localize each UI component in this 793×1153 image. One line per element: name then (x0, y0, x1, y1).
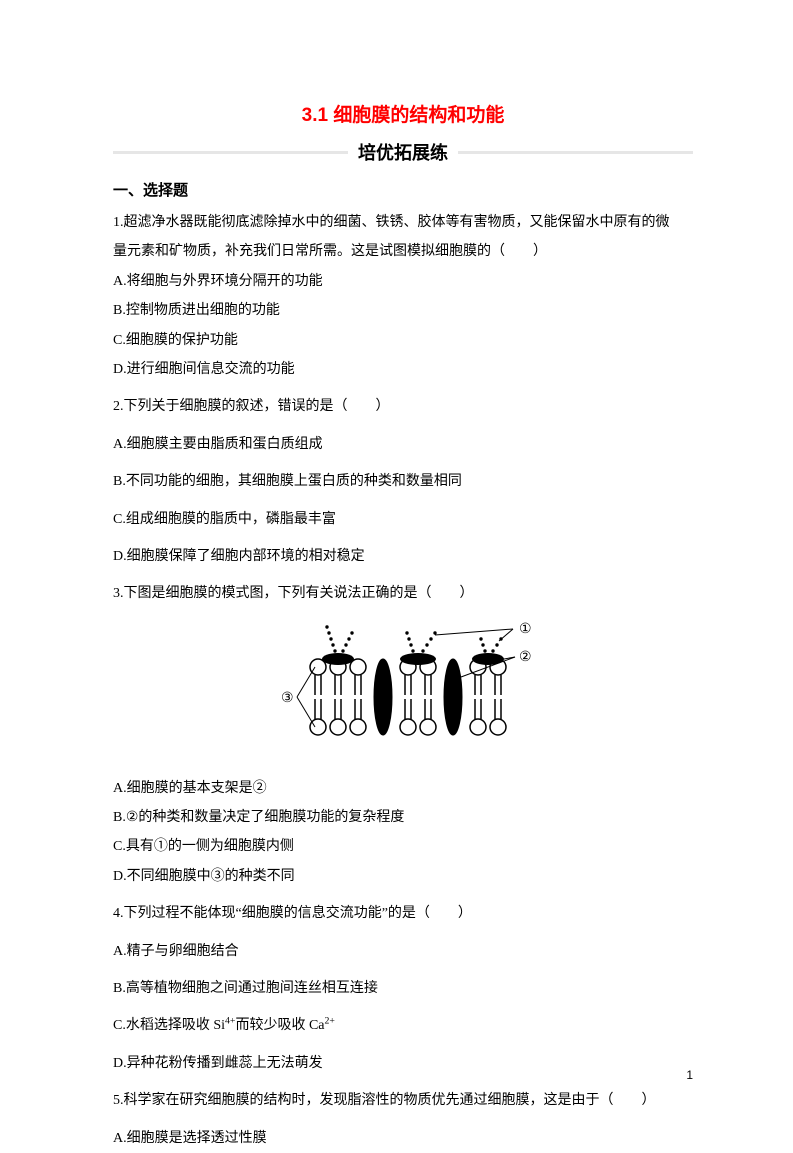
q2-option-a: A.细胞膜主要由脂质和蛋白质组成 (113, 430, 693, 459)
q3-option-a: A.细胞膜的基本支架是② (113, 774, 693, 803)
q3-stem: 3.下图是细胞膜的模式图，下列有关说法正确的是（ ） (113, 579, 693, 608)
q1-option-c: C.细胞膜的保护功能 (113, 326, 693, 355)
q2-option-c: C.组成细胞膜的脂质中，磷脂最丰富 (113, 505, 693, 534)
q4-option-a: A.精子与卵细胞结合 (113, 937, 693, 966)
title-text: 3.1 细胞膜的结构和功能 (302, 105, 505, 126)
q1-option-b: B.控制物质进出细胞的功能 (113, 296, 693, 325)
q4-option-b: B.高等植物细胞之间通过胞间连丝相互连接 (113, 974, 693, 1003)
q2-option-b: B.不同功能的细胞，其细胞膜上蛋白质的种类和数量相同 (113, 467, 693, 496)
q4c-sup1: 4+ (225, 1016, 235, 1027)
q2-option-d: D.细胞膜保障了细胞内部环境的相对稳定 (113, 542, 693, 571)
membrane-diagram: ① ② ③ (263, 617, 543, 761)
q4-stem: 4.下列过程不能体现“细胞膜的信息交流功能”的是（ ） (113, 899, 693, 928)
q3-option-d: D.不同细胞膜中③的种类不同 (113, 862, 693, 891)
q2-stem: 2.下列关于细胞膜的叙述，错误的是（ ） (113, 392, 693, 421)
q4c-sup2: 2+ (325, 1016, 335, 1027)
q5-stem: 5.科学家在研究细胞膜的结构时，发现脂溶性的物质优先通过细胞膜，这是由于（ ） (113, 1086, 693, 1115)
subtitle-row: 培优拓展练 (113, 139, 693, 165)
q4c-mid: 而较少吸收 Ca (235, 1018, 324, 1033)
q4c-pre: C.水稻选择吸收 Si (113, 1018, 225, 1033)
q1-stem-line1: 1.超滤净水器既能彻底滤除掉水中的细菌、铁锈、胶体等有害物质，又能保留水中原有的… (113, 208, 693, 237)
diagram-label-1: ① (519, 622, 532, 637)
q3-figure: ① ② ③ (113, 617, 693, 766)
q1-option-a: A.将细胞与外界环境分隔开的功能 (113, 267, 693, 296)
hr-right (458, 151, 693, 154)
section-heading: 一、选择题 (113, 179, 693, 200)
q3-option-b: B.②的种类和数量决定了细胞膜功能的复杂程度 (113, 803, 693, 832)
q1-option-d: D.进行细胞间信息交流的功能 (113, 355, 693, 384)
q4-option-d: D.异种花粉传播到雌蕊上无法萌发 (113, 1049, 693, 1078)
q5-option-a: A.细胞膜是选择透过性膜 (113, 1124, 693, 1153)
page-title: 3.1 细胞膜的结构和功能 (113, 100, 693, 127)
subtitle-text: 培优拓展练 (358, 139, 448, 165)
q1-stem-line2: 量元素和矿物质，补充我们日常所需。这是试图模拟细胞膜的（ ） (113, 237, 693, 266)
page-number: 1 (686, 1068, 693, 1082)
hr-left (113, 151, 348, 154)
q4-option-c: C.水稻选择吸收 Si4+而较少吸收 Ca2+ (113, 1011, 693, 1040)
diagram-label-2: ② (519, 650, 532, 665)
q3-option-c: C.具有①的一侧为细胞膜内侧 (113, 832, 693, 861)
diagram-label-3: ③ (281, 691, 294, 706)
